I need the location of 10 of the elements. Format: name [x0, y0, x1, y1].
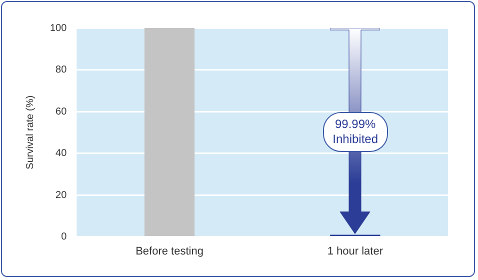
- x-tick-label: 1 hour later: [327, 245, 384, 258]
- y-tick-label: 60: [56, 106, 68, 118]
- y-tick-label: 80: [56, 64, 68, 76]
- y-axis-title: Survival rate (%): [24, 95, 36, 170]
- annotation: 99.99% Inhibited: [322, 112, 388, 152]
- y-tick-label: 100: [50, 22, 68, 34]
- y-tick-label: 20: [56, 190, 68, 201]
- y-tick-label: 0: [61, 232, 68, 243]
- x-tick-label: Before testing: [136, 245, 204, 258]
- y-tick-label: 40: [56, 148, 68, 160]
